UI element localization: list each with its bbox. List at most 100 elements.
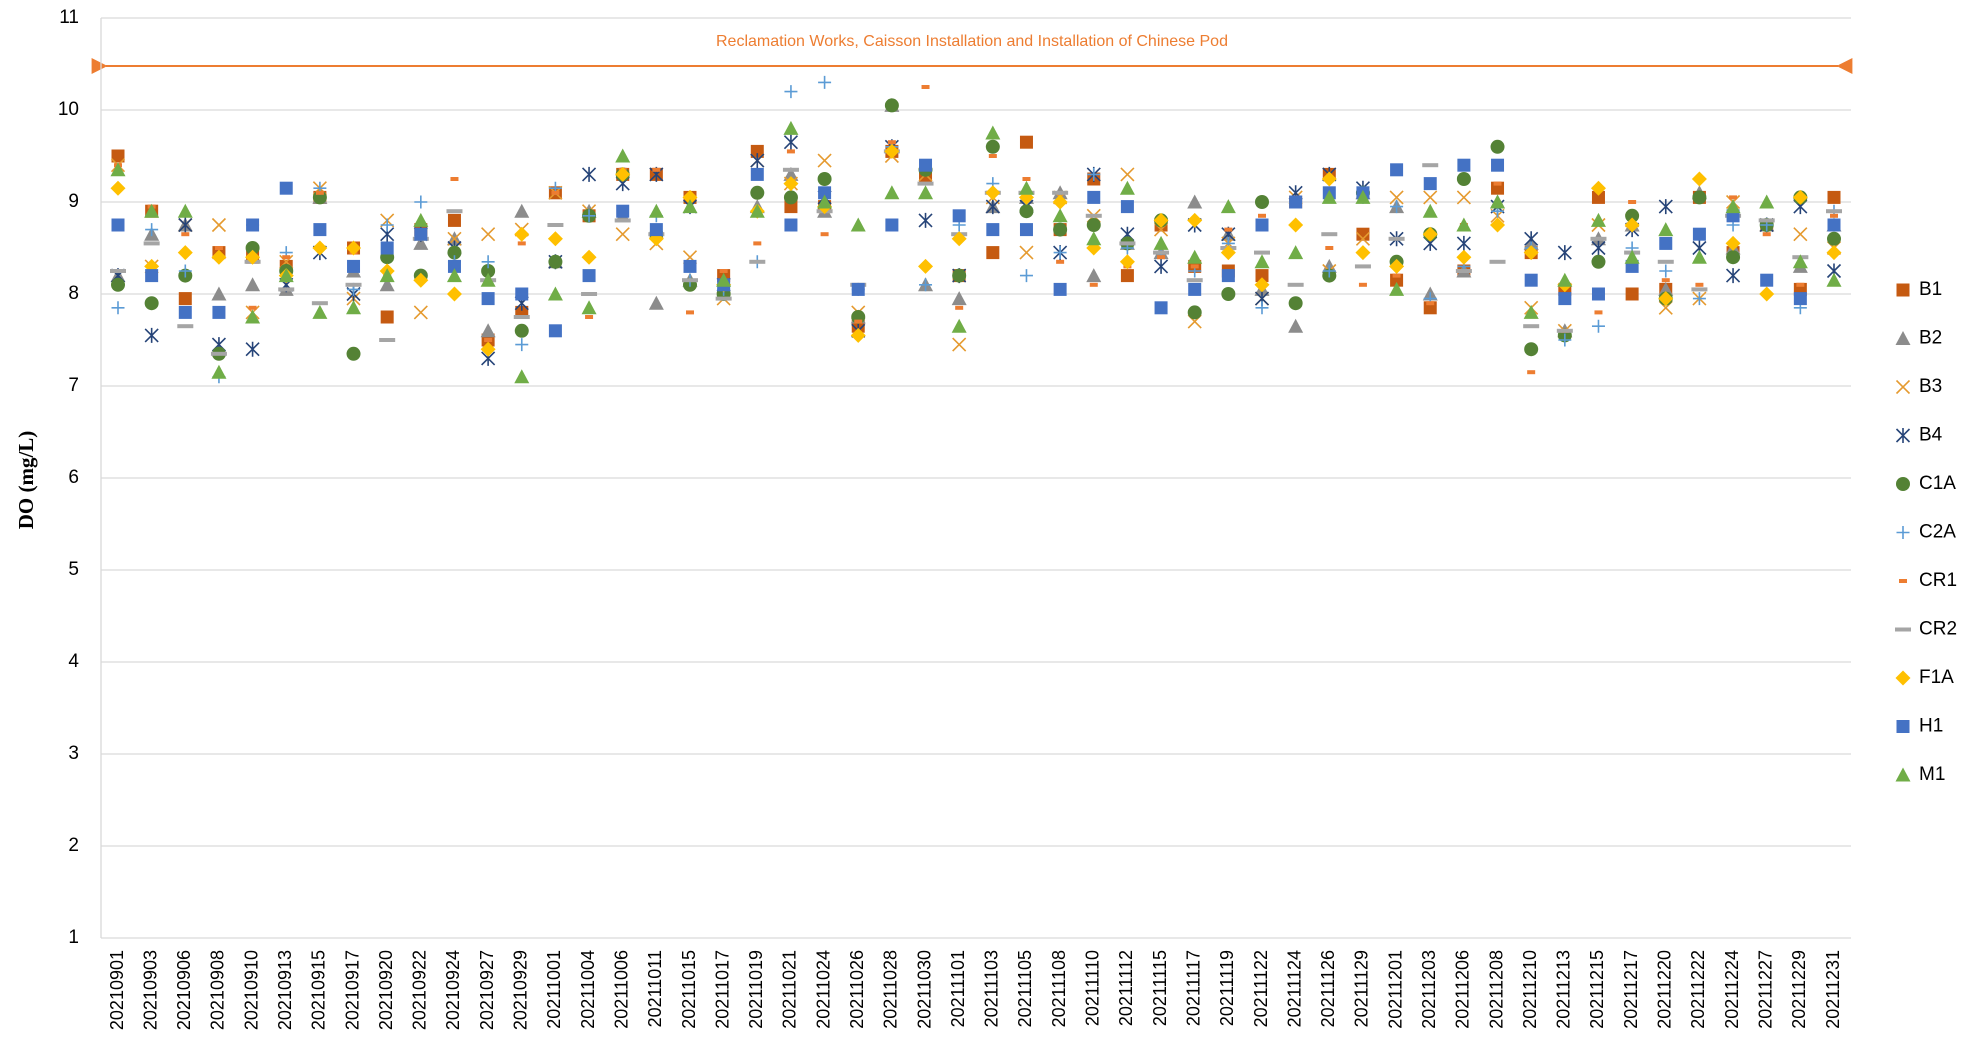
data-point [986,246,1000,260]
legend-label: B3 [1919,376,1942,397]
data-point [513,315,530,319]
data-point [1457,158,1471,172]
data-point [1523,324,1540,329]
data-point [311,301,328,306]
data-point [446,286,462,302]
x-tick-label: 20211213 [1554,950,1574,1029]
data-point [413,305,428,320]
x-tick-label: 20210920 [376,950,396,1030]
x-tick-label: 20210924 [443,950,463,1030]
data-point [547,223,564,227]
data-point [884,143,900,159]
y-tick-label: 7 [68,375,79,396]
legend-label: H1 [1919,716,1943,737]
data-point [686,310,694,315]
x-tick-label: 20211129 [1352,950,1372,1027]
data-point [1758,218,1775,223]
data-point [177,324,194,329]
data-point [278,287,295,292]
x-tick-label: 20211122 [1251,950,1271,1027]
data-point [1053,222,1068,237]
data-point [715,296,732,301]
data-point [750,185,765,200]
data-point [1354,264,1371,269]
data-point [921,85,930,89]
data-point [1392,273,1401,278]
data-point [783,176,799,192]
x-tick-label: 20211224 [1722,950,1742,1029]
legend-marker [1899,579,1907,583]
y-tick-label: 5 [68,559,79,580]
data-point [480,323,496,338]
data-point [211,286,227,301]
data-point [952,337,967,352]
data-point [346,346,361,361]
data-point [1826,245,1842,261]
data-point [616,204,630,218]
data-point [1019,269,1033,283]
data-point [1658,291,1674,307]
data-point [1153,250,1170,255]
data-point [750,167,764,181]
data-point [919,278,933,292]
data-point [1153,258,1169,274]
data-point [952,268,967,283]
data-point [850,327,866,343]
data-point [683,259,697,273]
data-point [517,241,526,246]
x-tick-label: 20211201 [1385,950,1405,1029]
data-point [282,255,291,260]
data-point [1423,190,1438,205]
x-tick-label: 20210913 [275,950,295,1030]
data-point [1390,163,1404,177]
data-point [1289,195,1303,209]
data-point [379,338,396,342]
data-point [782,167,799,172]
data-point [446,209,463,214]
data-point [1658,222,1674,237]
data-point [1120,269,1134,283]
data-point [1187,249,1203,264]
data-point [1591,287,1605,301]
x-tick-label: 20211119 [1217,950,1237,1026]
data-point [1321,189,1337,204]
data-point [245,277,261,292]
data-point [210,351,227,356]
data-point [1086,218,1101,232]
data-point [1796,282,1805,287]
data-point [682,199,698,214]
x-tick-label: 20211006 [611,950,631,1029]
data-point [1120,200,1134,214]
data-point [1726,250,1741,265]
data-point [917,181,934,186]
data-point [1019,204,1034,219]
x-tick-label: 20211115 [1150,950,1170,1026]
data-point [480,272,496,287]
legend-label: CR1 [1919,570,1957,591]
legend-label: B1 [1919,279,1942,300]
x-tick-label: 20211126 [1318,950,1338,1027]
data-point [211,249,227,265]
data-point [1019,223,1033,237]
legend-label: F1A [1919,667,1954,688]
data-point [1557,272,1573,287]
data-point [783,134,799,150]
data-point [547,231,563,247]
data-point [582,209,596,223]
x-tick-label: 20211001 [544,950,564,1029]
data-point [1658,199,1673,215]
data-point [143,241,160,246]
x-tick-label: 20211019 [746,950,766,1029]
y-tick-label: 9 [68,191,79,212]
data-point [1628,200,1637,204]
data-point [1524,342,1539,357]
data-point [1187,212,1203,228]
data-point [1389,258,1405,274]
data-point [312,304,328,319]
data-point [1762,232,1771,237]
data-point [581,292,598,296]
data-point [1355,189,1371,204]
data-point [1389,281,1405,296]
data-point [245,249,261,265]
data-point [347,259,361,273]
